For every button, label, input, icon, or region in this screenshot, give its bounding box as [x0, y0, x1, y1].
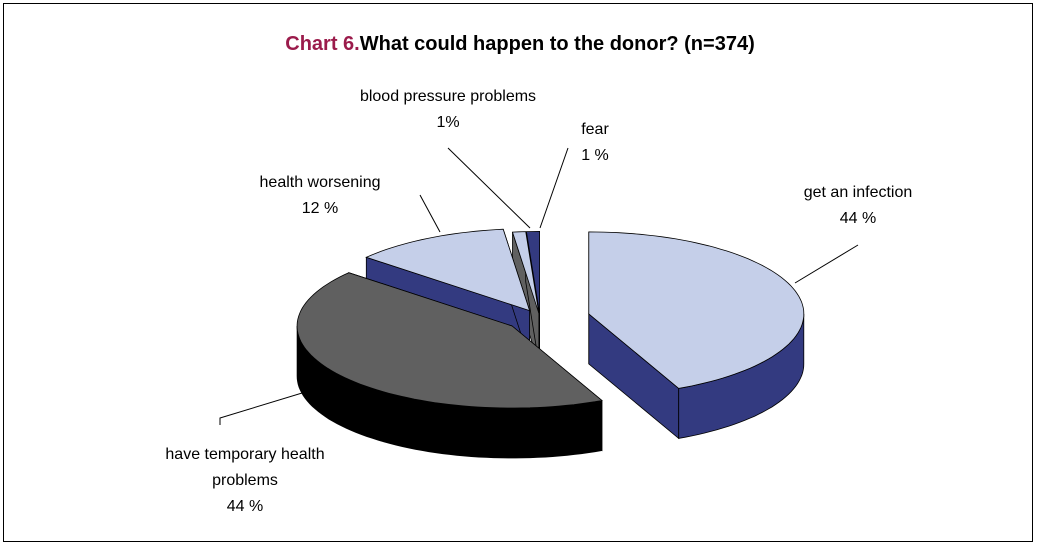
slice-top: [588, 231, 805, 389]
slice-label: blood pressure problems 1%: [318, 84, 578, 136]
slice-label: get an infection 44 %: [748, 180, 968, 232]
value-label: 44 %: [839, 210, 877, 227]
slice: [296, 272, 603, 459]
title-text: What could happen to the donor? (n=374): [360, 33, 755, 55]
category-label: health worsening: [259, 174, 381, 191]
chart-title: Chart 6.What could happen to the donor? …: [285, 33, 754, 55]
slice-top: [511, 231, 540, 314]
category-label: have temporary health problems: [165, 446, 325, 489]
slice: [588, 231, 805, 440]
leader-line: [794, 244, 859, 284]
value-label: 44 %: [226, 498, 264, 515]
category-label: get an infection: [803, 184, 913, 201]
slice-label: health worsening 12 %: [220, 170, 420, 222]
category-label: fear: [581, 121, 609, 138]
leader-line: [419, 194, 441, 233]
value-label: 1 %: [581, 147, 609, 164]
value-label: 12 %: [301, 200, 339, 217]
title-label: Chart 6.: [285, 33, 359, 55]
value-label: 1%: [436, 114, 460, 131]
slice-top: [296, 272, 603, 409]
leader-line: [447, 147, 531, 229]
leader-line: [219, 382, 336, 425]
slice-label: fear 1 %: [555, 117, 635, 169]
leader-line: [539, 147, 569, 229]
slice-label: have temporary health problems 44 %: [145, 442, 345, 520]
category-label: blood pressure problems: [359, 88, 537, 105]
slice-top: [365, 228, 531, 312]
slice-top: [525, 230, 540, 314]
